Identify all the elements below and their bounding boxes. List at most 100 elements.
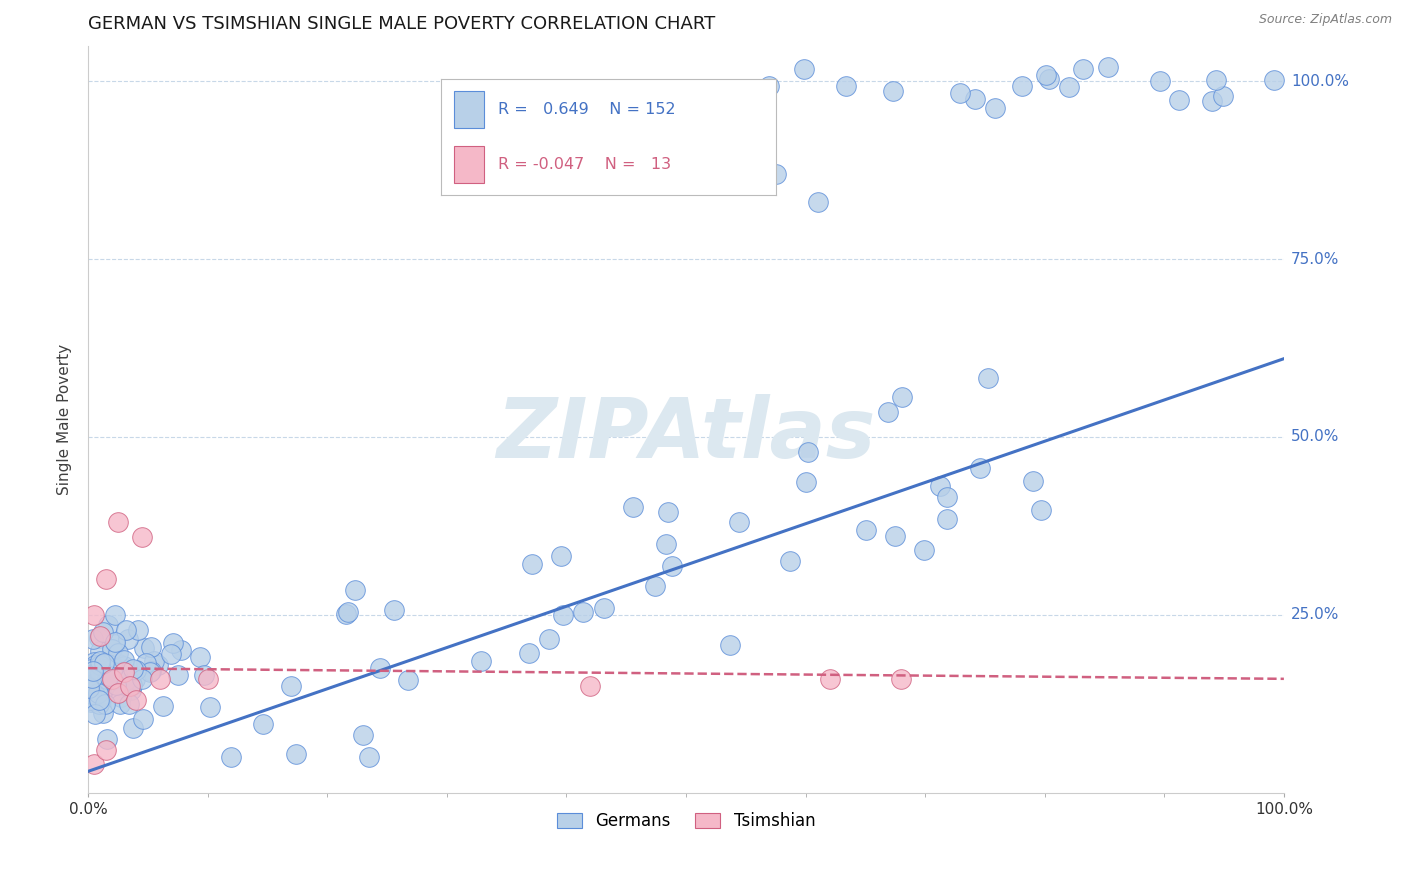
Point — [94, 697, 117, 711]
Point — [135, 657, 157, 671]
Y-axis label: Single Male Poverty: Single Male Poverty — [58, 343, 72, 495]
Point — [765, 167, 787, 181]
Point — [104, 678, 127, 692]
Point — [86, 682, 108, 697]
Point — [80, 679, 103, 693]
Point — [117, 632, 139, 647]
Point — [835, 79, 858, 94]
Point — [97, 657, 120, 672]
Point — [936, 490, 959, 504]
Point — [149, 672, 172, 686]
Point — [97, 617, 120, 632]
Point — [1038, 71, 1060, 86]
Point — [1011, 78, 1033, 93]
Point — [89, 629, 111, 643]
Point — [103, 658, 125, 673]
Point — [131, 672, 153, 686]
Point — [101, 641, 124, 656]
Point — [91, 625, 114, 640]
Point — [94, 743, 117, 757]
Point — [877, 404, 900, 418]
Point — [87, 696, 110, 710]
Point — [1097, 60, 1119, 74]
Point — [89, 697, 111, 711]
Point — [83, 757, 105, 772]
Text: 25.0%: 25.0% — [1291, 607, 1339, 623]
Point — [1073, 62, 1095, 76]
Point — [97, 668, 120, 682]
Point — [114, 653, 136, 667]
Point — [80, 695, 103, 709]
Point — [882, 84, 904, 98]
Text: ZIPAtlas: ZIPAtlas — [496, 393, 876, 475]
Point — [470, 654, 492, 668]
Point — [86, 685, 108, 699]
Point — [661, 559, 683, 574]
Point — [621, 500, 644, 514]
Point — [935, 512, 957, 526]
Point — [139, 665, 162, 680]
Point — [104, 637, 127, 651]
Point — [343, 582, 366, 597]
Point — [107, 657, 129, 671]
Point — [949, 86, 972, 100]
Point — [96, 673, 118, 687]
Point — [152, 698, 174, 713]
Point — [105, 663, 128, 677]
Point — [1029, 503, 1052, 517]
Point — [132, 712, 155, 726]
Point — [122, 721, 145, 735]
Point — [794, 475, 817, 489]
Point — [1059, 79, 1081, 94]
Point — [517, 646, 540, 660]
Point — [166, 668, 188, 682]
Legend: Germans, Tsimshian: Germans, Tsimshian — [550, 805, 823, 837]
Point — [79, 688, 101, 702]
Point — [1201, 94, 1223, 108]
Point — [142, 655, 165, 669]
Point — [728, 515, 751, 529]
Point — [110, 697, 132, 711]
Point — [84, 672, 107, 686]
Point — [86, 666, 108, 681]
Text: 100.0%: 100.0% — [1291, 74, 1348, 88]
Point — [84, 688, 107, 702]
Text: GERMAN VS TSIMSHIAN SINGLE MALE POVERTY CORRELATION CHART: GERMAN VS TSIMSHIAN SINGLE MALE POVERTY … — [89, 15, 716, 33]
Point — [83, 607, 105, 622]
Point — [912, 542, 935, 557]
Point — [571, 605, 593, 619]
Point — [146, 658, 169, 673]
Point — [754, 90, 776, 104]
Point — [1212, 89, 1234, 103]
Point — [107, 686, 129, 700]
Point — [193, 668, 215, 682]
Point — [112, 658, 135, 673]
Point — [797, 445, 820, 459]
Point — [125, 663, 148, 677]
Point — [280, 679, 302, 693]
Point — [537, 632, 560, 647]
Point — [977, 371, 1000, 385]
Point — [89, 644, 111, 658]
Point — [159, 647, 181, 661]
Point — [90, 689, 112, 703]
Point — [806, 195, 828, 210]
Point — [188, 650, 211, 665]
Point — [127, 623, 149, 637]
Point — [1022, 475, 1045, 489]
Point — [855, 523, 877, 537]
Point — [162, 635, 184, 649]
Point — [83, 693, 105, 707]
Point — [818, 672, 841, 686]
Point — [1035, 68, 1057, 82]
Point — [1205, 73, 1227, 87]
Point — [110, 690, 132, 704]
Point — [593, 600, 616, 615]
Point — [131, 530, 153, 544]
Point — [644, 579, 666, 593]
Point — [221, 750, 243, 764]
Point — [550, 549, 572, 564]
Point — [929, 479, 952, 493]
Point — [84, 676, 107, 690]
Point — [1167, 93, 1189, 107]
